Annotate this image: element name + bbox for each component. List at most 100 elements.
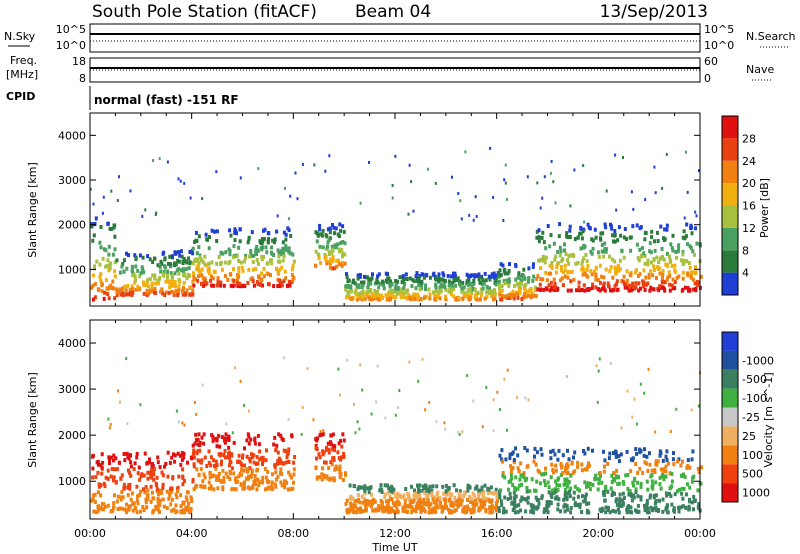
heatmap-cell — [502, 506, 506, 511]
heatmap-cell — [326, 476, 330, 481]
heatmap-cell — [203, 254, 207, 259]
heatmap-cell — [99, 463, 103, 468]
heatmap-cell — [151, 260, 155, 264]
heatmap-cell — [166, 269, 170, 274]
heatmap-cell — [219, 262, 222, 267]
heatmap-cell — [211, 438, 215, 443]
heatmap-cell — [534, 462, 538, 467]
heatmap-cell — [614, 450, 618, 455]
heatmap-cell — [375, 400, 378, 404]
heatmap-cell — [507, 293, 511, 298]
heatmap-cell — [541, 277, 545, 282]
heatmap-cell — [435, 419, 438, 423]
heatmap-cell — [243, 486, 247, 491]
heatmap-cell — [146, 476, 150, 481]
heatmap-cell — [688, 497, 691, 502]
heatmap-cell — [206, 237, 209, 242]
heatmap-cell — [91, 475, 95, 480]
heatmap-cell — [460, 217, 463, 221]
heatmap-cell — [620, 498, 624, 503]
heatmap-cell — [251, 484, 255, 489]
heatmap-cell — [181, 474, 185, 479]
heatmap-cell — [626, 507, 630, 511]
heatmap-cell — [284, 246, 288, 251]
heatmap-cell — [146, 470, 150, 475]
heatmap-cell — [461, 280, 465, 285]
heatmap-cell — [536, 497, 540, 502]
heatmap-cell — [193, 441, 197, 446]
heatmap-cell — [483, 483, 487, 488]
heatmap-cell — [321, 245, 325, 250]
heatmap-cell — [172, 292, 176, 297]
heatmap-cell — [556, 286, 560, 291]
heatmap-cell — [386, 292, 390, 297]
heatmap-cell — [195, 483, 199, 488]
heatmap-cell — [575, 288, 578, 293]
heatmap-cell — [280, 483, 284, 488]
heatmap-cell — [570, 269, 574, 274]
heatmap-cell — [290, 475, 294, 480]
heatmap-cell — [156, 455, 160, 460]
heatmap-cell — [388, 510, 392, 514]
heatmap-cell — [549, 280, 553, 285]
heatmap-cell — [347, 289, 351, 294]
heatmap-cell — [352, 484, 356, 488]
heatmap-cell — [566, 464, 570, 468]
heatmap-cell — [478, 297, 482, 302]
heatmap-cell — [289, 251, 293, 256]
heatmap-cell — [126, 422, 129, 426]
heatmap-cell — [530, 291, 534, 296]
heatmap-cell — [254, 249, 258, 254]
heatmap-cell — [566, 258, 570, 263]
heatmap-cell — [255, 245, 259, 249]
heatmap-cell — [516, 486, 520, 491]
heatmap-cell — [158, 510, 161, 514]
heatmap-cell — [99, 493, 103, 498]
heatmap-cell — [354, 288, 358, 293]
heatmap-cell — [604, 510, 608, 515]
heatmap-cell — [559, 278, 563, 283]
heatmap-cell — [135, 510, 139, 515]
heatmap-cell — [111, 252, 115, 257]
heatmap-cell — [255, 468, 259, 473]
heatmap-cell — [672, 451, 675, 455]
heatmap-cell — [91, 493, 95, 498]
heatmap-cell — [582, 245, 586, 250]
heatmap-cell — [194, 257, 198, 262]
heatmap-cell — [548, 244, 552, 249]
heatmap-cell — [179, 249, 183, 254]
heatmap-cell — [277, 259, 281, 264]
heatmap-cell — [338, 474, 342, 479]
heatmap-cell — [193, 401, 196, 404]
heatmap-cell — [93, 264, 97, 269]
heatmap-cell — [113, 269, 116, 274]
heatmap-cell — [316, 436, 320, 441]
heatmap-cell — [444, 427, 447, 431]
heatmap-cell — [677, 243, 681, 248]
heatmap-cell — [123, 485, 126, 490]
heatmap-cell — [261, 462, 264, 467]
heatmap-cell — [93, 295, 97, 300]
heatmap-cell — [130, 269, 134, 274]
heatmap-cell — [427, 487, 431, 492]
heatmap-cell — [318, 244, 322, 249]
heatmap-cell — [637, 281, 641, 286]
heatmap-cell — [558, 483, 562, 488]
heatmap-cell — [556, 250, 560, 254]
heatmap-cell — [339, 438, 343, 443]
heatmap-cell — [393, 286, 397, 291]
heatmap-cell — [287, 279, 291, 284]
heatmap-cell — [100, 502, 104, 507]
heatmap-cell — [554, 489, 558, 494]
heatmap-cell — [466, 288, 470, 293]
heatmap-cell — [600, 480, 604, 485]
heatmap-cell — [533, 488, 536, 493]
heatmap-cell — [567, 270, 571, 275]
heatmap-cell — [112, 475, 116, 480]
heatmap-cell — [375, 290, 379, 294]
heatmap-cell — [108, 226, 112, 231]
heatmap-cell — [698, 169, 700, 173]
heatmap-cell — [436, 505, 440, 510]
heatmap-cell — [696, 282, 700, 287]
heatmap-cell — [136, 268, 140, 273]
